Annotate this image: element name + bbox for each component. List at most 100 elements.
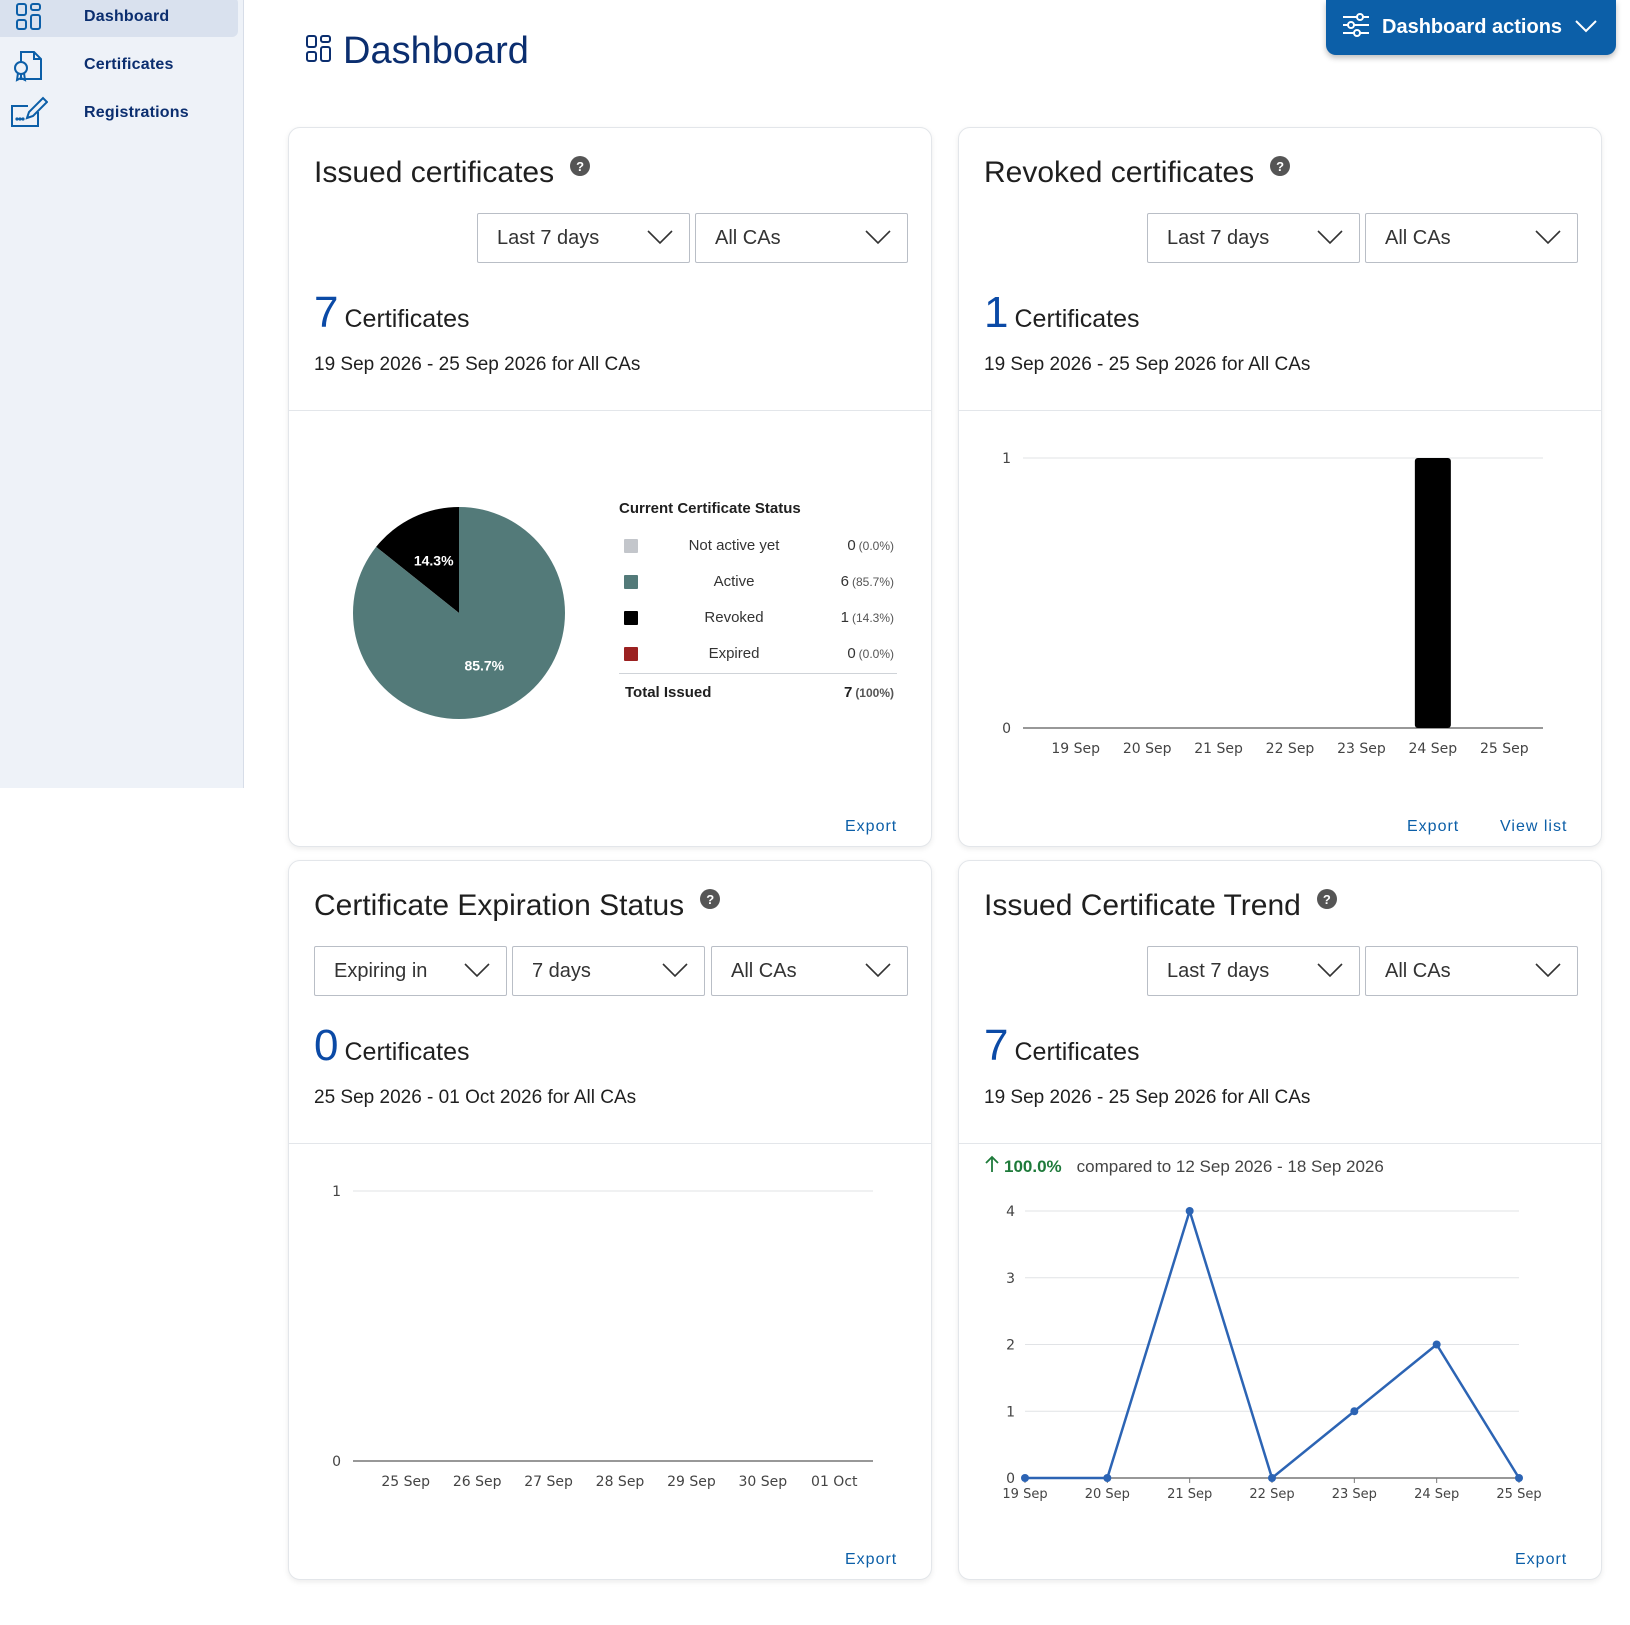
date-range-text: 19 Sep 2026 - 25 Sep 2026 for All CAs [314,354,641,375]
legend-percent: (0.0%) [858,647,894,661]
legend-title: Current Certificate Status [619,500,801,517]
pie-slice-revoked [376,507,459,613]
sidebar-item-certificates[interactable]: Certificates [0,45,238,85]
legend-total-count: 7 [843,684,853,701]
y-tick-label: 0 [332,1454,341,1470]
dashboard-grid-icon [305,34,333,69]
trend-point [1350,1407,1359,1416]
period-select[interactable]: Last 7 days [477,213,690,263]
trend-line-chart: 0 1 2 3 4 19 Sep 20 Sep 21 Sep 22 Sep 23 Sep 24 Se… [1002,1204,1541,1502]
sidebar-item-dashboard[interactable]: Dashboard [0,0,238,37]
card-title: Revoked certificates ? [984,156,1291,190]
ca-select[interactable]: All CAs [1365,946,1578,996]
chevron-down-icon [464,961,490,984]
pie-slice-label: 85.7% [464,658,504,674]
divider [289,1143,931,1144]
legend-total-percent: (100%) [855,686,894,700]
count-unit: Certificates [1014,1038,1140,1066]
sidebar-item-label: Dashboard [84,8,170,25]
bar [1414,458,1451,728]
legend-row-active: Active 6 (85.7%) [619,565,897,601]
legend-name: Active [713,573,755,590]
ca-select-value: All CAs [715,226,781,249]
x-tick-label: 25 Sep [381,1474,430,1490]
legend-count: 1 [840,609,849,626]
count-number: 7 [314,288,339,337]
certificate-count: 0 Certificates [314,1021,470,1071]
legend-row-not-active-yet: Not active yet 0 (0.0%) [619,529,897,565]
help-icon[interactable]: ? [1316,889,1337,909]
legend-name: Not active yet [688,537,780,554]
sidebar: Dashboard Certificates Registrations [0,0,244,788]
sidebar-item-registrations[interactable]: Registrations [0,93,238,133]
dashboard-actions-label: Dashboard actions [1382,16,1563,38]
period-select-value: Last 7 days [1167,959,1270,982]
y-tick-label: 1 [1006,1404,1015,1420]
x-tick-label: 20 Sep [1123,741,1172,757]
legend-swatch [624,647,638,661]
expiry-mode-select[interactable]: Expiring in [314,946,507,996]
arrow-up-icon [984,1155,1000,1178]
trend-point [1103,1474,1112,1482]
status-legend: Current Certificate Status Not active ye… [619,500,897,709]
x-tick-label: 26 Sep [453,1474,502,1490]
expiration-status-card: Certificate Expiration Status ? Expiring… [288,860,932,1580]
date-range-text: 19 Sep 2026 - 25 Sep 2026 for All CAs [984,1087,1311,1108]
legend-row-revoked: Revoked 1 (14.3%) [619,601,897,637]
count-unit: Certificates [1014,305,1140,333]
sidebar-item-label: Registrations [84,104,189,121]
chevron-down-icon [1535,228,1561,251]
view-list-link[interactable]: View list [1500,818,1568,835]
ca-select[interactable]: All CAs [695,213,908,263]
page-title: Dashboard [305,30,529,73]
pie-slice-label: 14.3% [414,552,454,568]
x-tick-label: 23 Sep [1337,741,1386,757]
x-tick-label: 25 Sep [1480,741,1529,757]
certificate-count: 7 Certificates [314,288,470,338]
revoked-certificates-card: Revoked certificates ? Last 7 days All C… [958,127,1602,847]
trend-change-percent: 100.0% [1004,1156,1062,1176]
period-select-value: Last 7 days [497,226,600,249]
y-tick-label: 0 [1002,721,1011,737]
y-tick-label: 1 [332,1184,341,1200]
card-title: Issued certificates ? [314,156,591,190]
y-tick-label: 0 [1006,1471,1015,1487]
y-tick-label: 2 [1006,1338,1015,1354]
legend-swatch [624,611,638,625]
period-select[interactable]: 7 days [512,946,705,996]
x-tick-label: 25 Sep [1496,1487,1541,1502]
x-tick-label: 29 Sep [667,1474,716,1490]
help-icon[interactable]: ? [700,889,721,909]
help-icon[interactable]: ? [1270,156,1291,176]
card-title: Issued Certificate Trend ? [984,889,1337,923]
export-link[interactable]: Export [1407,818,1460,835]
period-select[interactable]: Last 7 days [1147,946,1360,996]
export-link[interactable]: Export [1515,1551,1568,1568]
page-title-text: Dashboard [343,30,529,72]
x-tick-label: 30 Sep [739,1474,788,1490]
trend-point [1432,1340,1441,1349]
chevron-down-icon [865,228,891,251]
export-link[interactable]: Export [845,818,898,835]
help-icon[interactable]: ? [570,156,591,176]
period-select[interactable]: Last 7 days [1147,213,1360,263]
date-range-text: 19 Sep 2026 - 25 Sep 2026 for All CAs [984,354,1311,375]
dashboard-actions-button[interactable]: Dashboard actions [1326,0,1616,55]
legend-count: 0 [847,645,856,662]
x-tick-label: 20 Sep [1085,1487,1130,1502]
legend-total-name: Total Issued [625,684,712,701]
card-title-text: Issued certificates [314,156,555,189]
export-link[interactable]: Export [845,1551,898,1568]
pie-slice-active [353,507,565,719]
revoked-bar-chart: 0 1 19 Sep 20 Sep 21 Sep 22 Sep 23 Sep 24 Sep 25… [1002,451,1543,757]
divider [959,1143,1601,1144]
chevron-down-icon [1574,16,1598,39]
status-pie-chart: 14.3% 85.7% [353,507,565,719]
chevron-down-icon [662,961,688,984]
sliders-icon [1342,12,1370,44]
ca-select[interactable]: All CAs [711,946,908,996]
x-tick-label: 22 Sep [1249,1487,1294,1502]
trend-compared-text: compared to 12 Sep 2026 - 18 Sep 2026 [1076,1156,1384,1176]
count-number: 7 [984,1021,1009,1070]
ca-select[interactable]: All CAs [1365,213,1578,263]
